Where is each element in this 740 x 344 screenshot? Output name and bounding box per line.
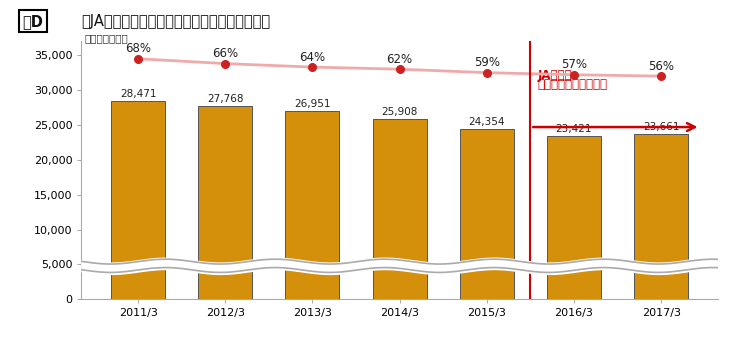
Text: 64%: 64% — [300, 51, 326, 64]
Text: （単位：億円）: （単位：億円） — [84, 33, 128, 43]
Bar — [634, 134, 688, 299]
Bar — [111, 101, 165, 299]
Bar — [547, 136, 601, 299]
Text: 24,354: 24,354 — [468, 117, 505, 127]
Text: 27,768: 27,768 — [207, 94, 243, 104]
Text: 62%: 62% — [386, 53, 413, 66]
Text: 23,421: 23,421 — [556, 124, 592, 134]
Bar — [286, 111, 340, 299]
Bar — [198, 106, 252, 299]
Text: 68%: 68% — [125, 42, 151, 55]
Text: 59%: 59% — [474, 56, 500, 69]
Text: 57%: 57% — [561, 58, 587, 71]
Text: 28,471: 28,471 — [120, 89, 156, 99]
Text: 25,908: 25,908 — [381, 107, 418, 117]
Text: 66%: 66% — [212, 47, 238, 60]
Text: JAバンクの農業関連融資残高とシェアの推移: JAバンクの農業関連融資残高とシェアの推移 — [81, 14, 271, 29]
Text: 自己改革取り組み開始: 自己改革取り組み開始 — [537, 78, 608, 92]
Text: 26,951: 26,951 — [295, 99, 331, 109]
Bar — [460, 129, 514, 299]
Text: 56%: 56% — [648, 60, 674, 73]
Text: 図D: 図D — [22, 14, 43, 29]
Bar — [372, 119, 427, 299]
Text: 23,661: 23,661 — [643, 122, 679, 132]
Text: JAバンク: JAバンク — [537, 69, 572, 82]
